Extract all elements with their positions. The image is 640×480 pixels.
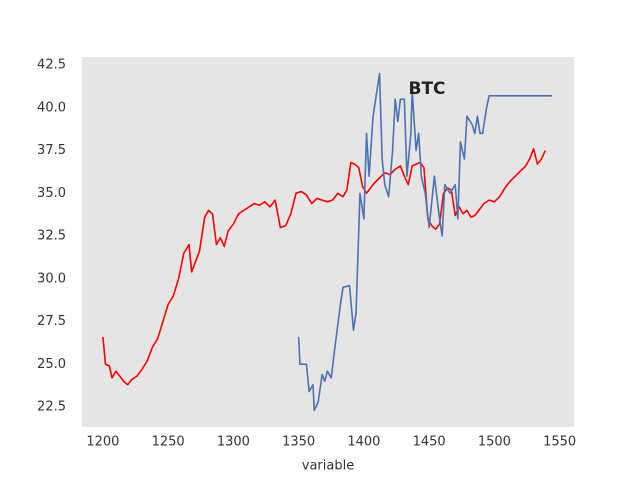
y-tick-label: 22.5 <box>37 399 66 414</box>
line-series <box>297 72 552 412</box>
x-tick-label: 1500 <box>478 435 511 450</box>
x-tick-label: 1450 <box>413 435 446 450</box>
plot-area <box>82 57 574 427</box>
x-tick-label: 1550 <box>543 435 576 450</box>
x-tick-label: 1400 <box>347 435 380 450</box>
y-tick-label: 42.5 <box>37 58 66 73</box>
x-tick-label: 1300 <box>217 435 250 450</box>
y-tick-label: 40.0 <box>37 100 66 115</box>
y-tick-label: 32.5 <box>37 229 66 244</box>
line-series <box>102 148 547 386</box>
chart-title: BTC <box>408 79 445 99</box>
x-tick-label: 1250 <box>152 435 185 450</box>
y-tick-label: 27.5 <box>37 314 66 329</box>
x-tick-label: 1350 <box>282 435 315 450</box>
y-tick-label: 35.0 <box>37 186 66 201</box>
y-tick-label: 25.0 <box>37 357 66 372</box>
y-tick-label: 37.5 <box>37 143 66 158</box>
x-axis-label: variable <box>302 459 354 474</box>
y-tick-label: 30.0 <box>37 271 66 286</box>
x-tick-label: 1200 <box>86 435 119 450</box>
